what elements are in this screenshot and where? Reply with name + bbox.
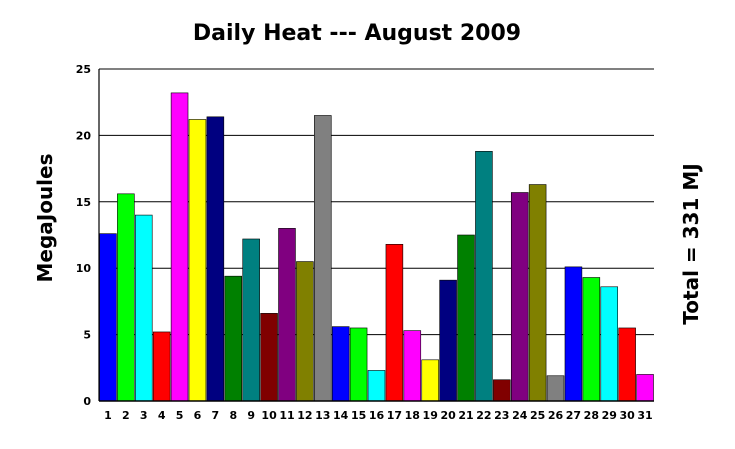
x-tick-labels: 1 2 3 4 5 6 7 8 9 10 11 12 13 14 15 16 17 18 19 20 21 22 23 24 2… <box>104 409 653 422</box>
x-tick-label: 29 <box>602 409 617 422</box>
bar-day-27 <box>564 266 583 402</box>
x-tick-label: 3 <box>140 409 148 422</box>
y-tick-label: 20 <box>76 129 92 142</box>
x-tick-label: 8 <box>229 409 237 422</box>
bar-day-28 <box>582 277 601 402</box>
x-tick-label: 20 <box>440 409 456 422</box>
x-tick-label: 10 <box>261 409 277 422</box>
bar-day-5 <box>170 92 189 402</box>
bar-day-16 <box>367 370 386 402</box>
bar-day-7 <box>206 116 225 402</box>
y-tick-labels: 0 5 10 15 20 25 <box>76 63 92 408</box>
x-tick-label: 4 <box>158 409 166 422</box>
x-tick-label: 21 <box>458 409 473 422</box>
chart-title: Daily Heat --- August 2009 <box>193 21 521 46</box>
bar-day-24 <box>510 192 529 402</box>
x-tick-label: 11 <box>279 409 294 422</box>
x-tick-label: 6 <box>194 409 202 422</box>
bar-day-10 <box>260 313 278 402</box>
bar-day-3 <box>135 214 153 402</box>
x-tick-label: 2 <box>122 409 130 422</box>
bars <box>99 92 654 402</box>
x-tick-label: 26 <box>548 409 564 422</box>
bar-day-30 <box>618 327 636 402</box>
x-tick-label: 17 <box>387 409 402 422</box>
bar-day-23 <box>493 379 511 402</box>
bar-day-29 <box>600 286 618 402</box>
bar-day-13 <box>314 115 332 402</box>
x-tick-label: 15 <box>351 409 366 422</box>
bar-day-12 <box>296 261 314 402</box>
bar-day-21 <box>457 234 475 402</box>
x-tick-label: 18 <box>405 409 420 422</box>
x-tick-label: 16 <box>369 409 385 422</box>
y-tick-label: 0 <box>83 395 91 408</box>
x-tick-label: 13 <box>315 409 330 422</box>
x-tick-label: 31 <box>637 409 652 422</box>
x-tick-label: 9 <box>247 409 255 422</box>
x-tick-label: 23 <box>494 409 509 422</box>
x-tick-label: 19 <box>423 409 438 422</box>
bar-day-26 <box>546 375 565 402</box>
x-tick-label: 12 <box>297 409 312 422</box>
bar-day-20 <box>439 279 457 402</box>
x-tick-label: 28 <box>584 409 599 422</box>
x-tick-label: 27 <box>566 409 581 422</box>
bar-day-8 <box>224 275 243 402</box>
bar-day-14 <box>331 326 350 402</box>
bar-day-11 <box>278 228 296 402</box>
bar-day-9 <box>242 238 260 402</box>
bar-day-17 <box>385 243 404 402</box>
y-tick-label: 5 <box>83 329 91 342</box>
x-tick-label: 24 <box>512 409 528 422</box>
y-tick-label: 10 <box>76 262 92 275</box>
axes <box>98 69 654 402</box>
bar-day-1 <box>99 233 117 402</box>
x-tick-label: 25 <box>530 409 545 422</box>
bar-day-15 <box>349 327 368 402</box>
bar-day-22 <box>475 151 493 402</box>
x-tick-label: 5 <box>176 409 184 422</box>
bar-day-6 <box>188 119 207 402</box>
y-axis-label: MegaJoules <box>33 153 57 282</box>
x-tick-label: 1 <box>104 409 112 422</box>
x-tick-label: 7 <box>212 409 220 422</box>
bar-day-2 <box>117 193 135 402</box>
bar-day-31 <box>636 374 654 402</box>
total-label: Total = 331 MJ <box>679 163 703 324</box>
bar-day-4 <box>152 331 171 402</box>
bar-day-18 <box>403 330 422 402</box>
x-tick-label: 22 <box>476 409 491 422</box>
bar-day-25 <box>528 184 547 402</box>
x-tick-label: 14 <box>333 409 349 422</box>
y-tick-label: 25 <box>76 63 91 76</box>
x-tick-label: 30 <box>619 409 635 422</box>
y-tick-label: 15 <box>76 196 91 209</box>
bar-day-19 <box>421 359 439 402</box>
